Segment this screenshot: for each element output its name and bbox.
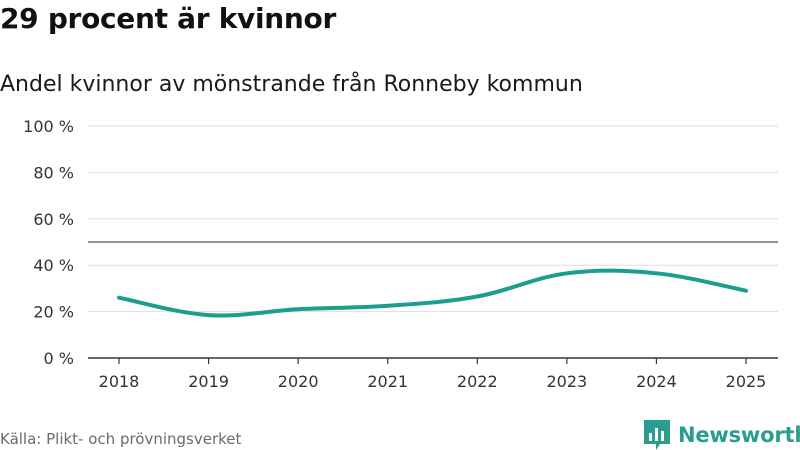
- source-note: Källa: Plikt- och prövningsverket: [0, 430, 242, 448]
- chart-title: 29 procent är kvinnor: [0, 2, 336, 35]
- axes: 0 % 20 % 40 % 60 % 80 % 100 % 2018 2019 2020 2021…: [23, 117, 778, 391]
- x-tick-label: 2021: [367, 372, 408, 391]
- chart-subtitle: Andel kvinnor av mönstrande från Ronneby…: [0, 72, 583, 97]
- brand-logo: Newsworthy: [644, 420, 800, 450]
- y-tick-label: 20 %: [33, 303, 74, 322]
- series-lines: [117, 268, 748, 318]
- x-tick-label: 2023: [546, 372, 587, 391]
- x-tick-label: 2018: [99, 372, 140, 391]
- x-tick-label: 2019: [188, 372, 229, 391]
- brand-name: Newsworthy: [678, 423, 800, 447]
- bar-chart-icon: [644, 420, 670, 450]
- y-tick-label: 100 %: [23, 117, 74, 136]
- y-tick-label: 0 %: [44, 349, 74, 368]
- x-tick-label: 2024: [636, 372, 677, 391]
- series-line: [117, 268, 748, 318]
- x-tick-label: 2025: [726, 372, 767, 391]
- gridlines: [88, 125, 778, 313]
- x-tick-label: 2022: [457, 372, 498, 391]
- y-tick-label: 80 %: [33, 163, 74, 182]
- y-tick-label: 40 %: [33, 256, 74, 275]
- y-tick-label: 60 %: [33, 210, 74, 229]
- x-tick-label: 2020: [278, 372, 319, 391]
